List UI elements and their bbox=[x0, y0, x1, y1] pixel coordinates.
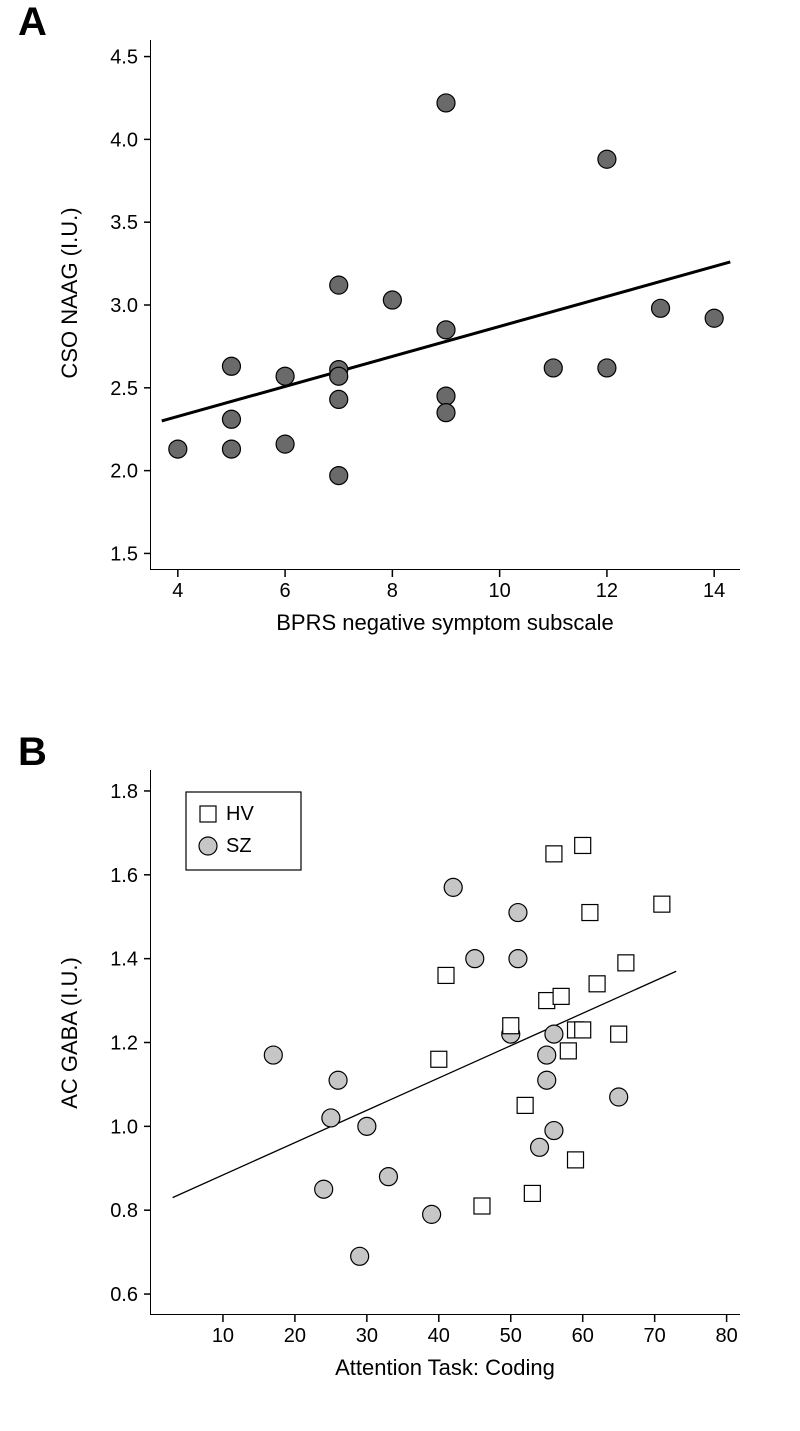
svg-text:6: 6 bbox=[280, 580, 291, 602]
legend-sz-label: SZ bbox=[226, 835, 252, 857]
svg-text:1.5: 1.5 bbox=[110, 543, 138, 565]
data-point bbox=[705, 309, 723, 327]
hv-point bbox=[474, 1198, 490, 1214]
svg-text:2.5: 2.5 bbox=[110, 378, 138, 400]
data-point bbox=[437, 387, 455, 405]
svg-text:10: 10 bbox=[489, 580, 511, 602]
hv-point bbox=[517, 1097, 533, 1113]
svg-text:3.5: 3.5 bbox=[110, 212, 138, 234]
data-point bbox=[437, 404, 455, 422]
svg-text:3.0: 3.0 bbox=[110, 295, 138, 317]
panel-b-plot: 10203040506070800.60.81.01.21.41.61.8HVS… bbox=[150, 770, 740, 1315]
legend-hv-label: HV bbox=[226, 803, 254, 825]
sz-point bbox=[264, 1046, 282, 1064]
svg-text:0.8: 0.8 bbox=[110, 1200, 138, 1222]
svg-text:4.5: 4.5 bbox=[110, 47, 138, 69]
data-point bbox=[598, 359, 616, 377]
data-point bbox=[276, 367, 294, 385]
hv-point bbox=[438, 967, 454, 983]
data-point bbox=[598, 150, 616, 168]
hv-point bbox=[582, 905, 598, 921]
hv-point bbox=[575, 1022, 591, 1038]
data-point bbox=[222, 357, 240, 375]
svg-text:80: 80 bbox=[715, 1325, 737, 1347]
hv-point bbox=[503, 1018, 519, 1034]
hv-point bbox=[539, 993, 555, 1009]
svg-text:1.8: 1.8 bbox=[110, 781, 138, 803]
sz-point bbox=[509, 904, 527, 922]
panel-a-ylabel: CSO NAAG (I.U.) bbox=[57, 183, 83, 403]
data-point bbox=[222, 440, 240, 458]
sz-point bbox=[509, 950, 527, 968]
svg-text:0.6: 0.6 bbox=[110, 1284, 138, 1306]
hv-point bbox=[546, 846, 562, 862]
panel-a-label: A bbox=[18, 0, 47, 45]
data-point bbox=[652, 299, 670, 317]
sz-point bbox=[358, 1117, 376, 1135]
data-point bbox=[330, 467, 348, 485]
hv-point bbox=[589, 976, 605, 992]
svg-text:40: 40 bbox=[428, 1325, 450, 1347]
sz-point bbox=[466, 950, 484, 968]
figure-page: A 4681012141.52.02.53.03.54.04.5 CSO NAA… bbox=[0, 0, 800, 1431]
panel-a-xlabel: BPRS negative symptom subscale bbox=[150, 610, 740, 636]
panel-a-plot: 4681012141.52.02.53.03.54.04.5 bbox=[150, 40, 740, 570]
data-point bbox=[330, 367, 348, 385]
svg-text:50: 50 bbox=[500, 1325, 522, 1347]
svg-text:30: 30 bbox=[356, 1325, 378, 1347]
data-point bbox=[544, 359, 562, 377]
hv-point bbox=[560, 1043, 576, 1059]
sz-point bbox=[351, 1247, 369, 1265]
sz-point bbox=[531, 1138, 549, 1156]
sz-point bbox=[538, 1046, 556, 1064]
svg-text:14: 14 bbox=[703, 580, 725, 602]
sz-point bbox=[610, 1088, 628, 1106]
sz-point bbox=[329, 1071, 347, 1089]
svg-text:4.0: 4.0 bbox=[110, 129, 138, 151]
sz-point bbox=[379, 1168, 397, 1186]
hv-point bbox=[431, 1051, 447, 1067]
data-point bbox=[222, 410, 240, 428]
data-point bbox=[276, 435, 294, 453]
hv-point bbox=[575, 837, 591, 853]
sz-point bbox=[545, 1025, 563, 1043]
data-point bbox=[169, 440, 187, 458]
sz-point bbox=[423, 1205, 441, 1223]
hv-point bbox=[611, 1026, 627, 1042]
panel-b-ylabel: AC GABA (I.U.) bbox=[57, 933, 83, 1133]
sz-point bbox=[538, 1071, 556, 1089]
svg-text:60: 60 bbox=[572, 1325, 594, 1347]
data-point bbox=[437, 94, 455, 112]
data-point bbox=[330, 276, 348, 294]
svg-text:10: 10 bbox=[212, 1325, 234, 1347]
svg-text:1.4: 1.4 bbox=[110, 949, 138, 971]
svg-text:8: 8 bbox=[387, 580, 398, 602]
legend-sz-icon bbox=[199, 837, 217, 855]
hv-point bbox=[553, 988, 569, 1004]
hv-point bbox=[568, 1152, 584, 1168]
svg-text:1.0: 1.0 bbox=[110, 1116, 138, 1138]
data-point bbox=[437, 321, 455, 339]
svg-text:4: 4 bbox=[172, 580, 183, 602]
legend-hv-icon bbox=[200, 806, 216, 822]
hv-point bbox=[654, 896, 670, 912]
svg-text:1.6: 1.6 bbox=[110, 865, 138, 887]
hv-point bbox=[618, 955, 634, 971]
svg-text:2.0: 2.0 bbox=[110, 461, 138, 483]
sz-point bbox=[322, 1109, 340, 1127]
data-point bbox=[330, 390, 348, 408]
svg-text:12: 12 bbox=[596, 580, 618, 602]
sz-point bbox=[545, 1122, 563, 1140]
sz-point bbox=[444, 878, 462, 896]
sz-point bbox=[315, 1180, 333, 1198]
hv-point bbox=[524, 1185, 540, 1201]
svg-text:70: 70 bbox=[644, 1325, 666, 1347]
panel-b-label: B bbox=[18, 730, 47, 775]
data-point bbox=[383, 291, 401, 309]
panel-b-xlabel: Attention Task: Coding bbox=[150, 1355, 740, 1381]
svg-text:20: 20 bbox=[284, 1325, 306, 1347]
svg-text:1.2: 1.2 bbox=[110, 1033, 138, 1055]
